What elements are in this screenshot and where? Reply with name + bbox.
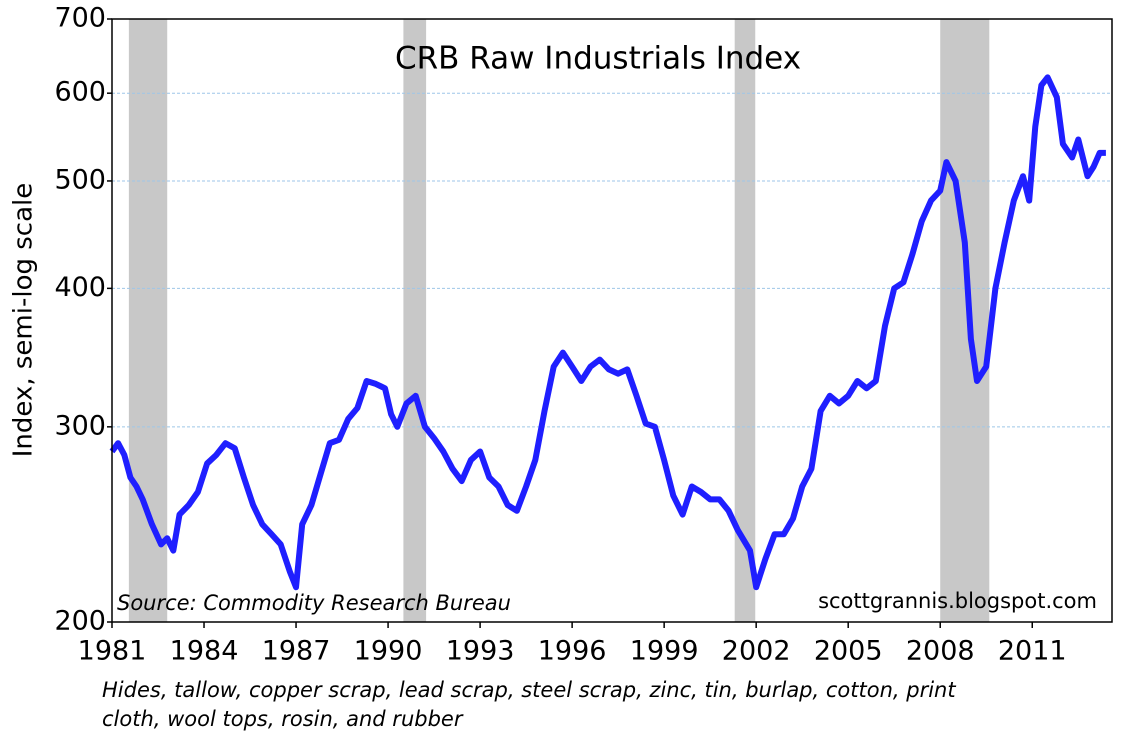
recession-band (940, 19, 990, 622)
recession-shading (128, 19, 990, 622)
y-axis-label: Index, semi-log scale (9, 183, 39, 457)
x-tick-label: 1999 (630, 636, 699, 667)
y-tick-label: 200 (54, 606, 106, 637)
recession-band (403, 19, 427, 622)
y-tick-label: 600 (54, 77, 106, 108)
plot (109, 74, 1106, 591)
recession-band (734, 19, 756, 622)
y-tick-label: 400 (54, 272, 106, 303)
plot-frame (111, 18, 1113, 623)
x-tick-label: 1993 (446, 636, 515, 667)
data-line (109, 74, 1106, 591)
chart: CRB Raw Industrials Index Index, semi-lo… (9, 3, 1113, 667)
x-tick-label: 2005 (814, 636, 883, 667)
x-tick-label: 2011 (998, 636, 1067, 667)
source-note: Source: Commodity Research Bureau (117, 591, 511, 615)
footnote: Hides, tallow, copper scrap, lead scrap,… (102, 678, 956, 731)
y-tick-label: 500 (54, 164, 106, 195)
y-tick-label: 700 (54, 3, 106, 34)
recession-band (128, 19, 168, 622)
x-tick-label: 1990 (354, 636, 423, 667)
credit: scottgrannis.blogspot.com (818, 589, 1097, 613)
x-tick-label: 1987 (262, 636, 331, 667)
x-tick-label: 1981 (78, 636, 147, 667)
x-tick-label: 2008 (906, 636, 975, 667)
x-tick-label: 1984 (170, 636, 239, 667)
x-tick-label: 2002 (722, 636, 791, 667)
x-tick-label: 1996 (538, 636, 607, 667)
y-tick-label: 300 (54, 410, 106, 441)
chart-title: CRB Raw Industrials Index (395, 41, 801, 77)
